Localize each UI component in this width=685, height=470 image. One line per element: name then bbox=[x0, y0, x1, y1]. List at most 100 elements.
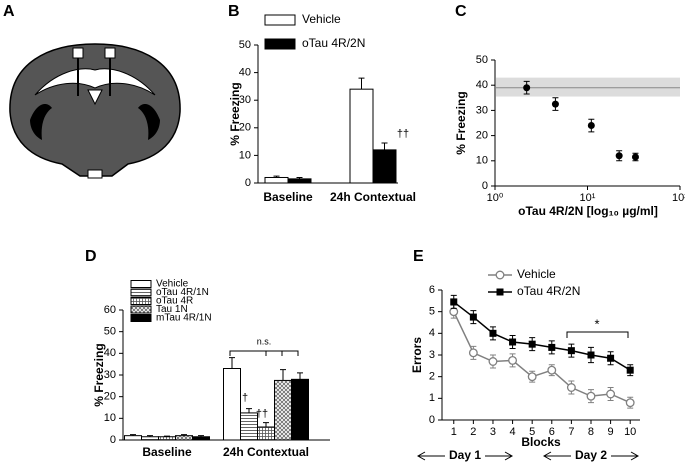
marker bbox=[508, 355, 518, 365]
y-axis-label: % Freezing bbox=[92, 343, 106, 406]
x-tick-label: 2 bbox=[470, 426, 476, 438]
legend-swatch bbox=[130, 314, 152, 322]
legend-label: Vehicle bbox=[517, 267, 556, 281]
legend-label: Vehicle bbox=[302, 12, 341, 26]
panel-letter: C bbox=[455, 3, 467, 20]
legend-marker bbox=[496, 288, 504, 296]
legend-swatch bbox=[130, 305, 152, 314]
marker bbox=[449, 307, 459, 317]
data-point bbox=[631, 153, 639, 161]
y-axis-label: % Freezing bbox=[454, 91, 468, 154]
marker bbox=[567, 347, 575, 355]
legend-swatch bbox=[130, 297, 152, 305]
annotation: * bbox=[594, 316, 599, 331]
annotation: †† bbox=[397, 128, 409, 140]
marker bbox=[547, 365, 557, 375]
y-tick-label: 40 bbox=[239, 67, 251, 79]
bar bbox=[264, 176, 289, 184]
legend-swatch bbox=[130, 288, 152, 297]
y-tick-label: 50 bbox=[476, 54, 488, 66]
y-tick-label: 10 bbox=[476, 155, 488, 167]
marker bbox=[528, 340, 536, 348]
panel-letter: A bbox=[3, 3, 15, 20]
y-tick-label: 0 bbox=[110, 434, 116, 446]
y-tick-label: 2 bbox=[429, 371, 435, 383]
x-tick-label: Baseline bbox=[142, 445, 192, 459]
y-tick-label: 40 bbox=[104, 347, 116, 359]
bar bbox=[175, 435, 193, 441]
legend-marker bbox=[495, 270, 505, 280]
legend-swatch bbox=[264, 14, 296, 26]
marker bbox=[489, 329, 497, 337]
significance-bracket bbox=[566, 331, 629, 338]
marker bbox=[566, 383, 576, 392]
day-arrow bbox=[416, 451, 514, 461]
marker bbox=[586, 391, 596, 401]
x-tick-label: 10⁰ bbox=[487, 192, 504, 204]
marker bbox=[450, 298, 458, 306]
y-tick-label: 3 bbox=[429, 349, 435, 361]
y-axis-label: Errors bbox=[410, 337, 424, 373]
x-tick-label: 5 bbox=[529, 426, 535, 438]
y-tick-label: 30 bbox=[476, 104, 488, 116]
legend-label: mTau 4R/1N bbox=[156, 313, 212, 324]
marker bbox=[626, 366, 634, 374]
legend-swatch bbox=[264, 38, 296, 50]
panel-letter: B bbox=[228, 3, 240, 20]
y-axis-label: % Freezing bbox=[228, 82, 242, 145]
marker bbox=[468, 348, 478, 358]
legend-label: oTau 4R/1N bbox=[156, 287, 209, 298]
bar bbox=[158, 436, 176, 441]
bar bbox=[274, 379, 292, 441]
annotation: n.s. bbox=[257, 336, 272, 346]
data-point bbox=[587, 122, 595, 130]
brain-diagram: A bbox=[3, 3, 181, 179]
legend-label: oTau 4R/2N bbox=[517, 284, 580, 298]
marker bbox=[548, 343, 556, 351]
y-tick-label: 40 bbox=[476, 79, 488, 91]
marker bbox=[587, 351, 595, 359]
bar bbox=[372, 149, 397, 184]
legend-label: Tau 1N bbox=[156, 304, 188, 315]
series-line bbox=[453, 311, 631, 404]
data-point bbox=[551, 100, 559, 108]
y-tick-label: 30 bbox=[104, 369, 116, 381]
x-tick-label: 1 bbox=[451, 426, 457, 438]
y-tick-label: 30 bbox=[239, 94, 251, 106]
y-tick-label: 20 bbox=[104, 391, 116, 403]
marker bbox=[606, 389, 616, 399]
x-tick-label: 10¹ bbox=[580, 192, 596, 204]
bar bbox=[349, 88, 374, 184]
annotation: † bbox=[242, 392, 248, 404]
x-axis-label: Blocks bbox=[521, 435, 561, 449]
ventricle bbox=[30, 104, 52, 140]
marker bbox=[469, 313, 477, 321]
day-arrow bbox=[542, 451, 640, 461]
bar bbox=[291, 378, 309, 441]
day-label: Day 2 bbox=[575, 448, 607, 462]
data-point bbox=[523, 84, 531, 92]
y-tick-label: 0 bbox=[429, 414, 435, 426]
x-tick-label: 24h Contextual bbox=[330, 190, 416, 204]
y-tick-label: 60 bbox=[104, 304, 116, 316]
reference-band bbox=[496, 77, 680, 97]
y-tick-label: 0 bbox=[245, 177, 251, 189]
x-tick-label: 4 bbox=[510, 426, 516, 438]
marker bbox=[527, 372, 537, 382]
y-tick-label: 1 bbox=[429, 392, 435, 404]
y-tick-label: 50 bbox=[239, 39, 251, 51]
series-line bbox=[453, 301, 631, 371]
y-tick-label: 4 bbox=[429, 327, 435, 339]
legend-label: Vehicle bbox=[156, 279, 189, 290]
x-tick-label: 10 bbox=[624, 426, 636, 438]
x-tick-label: 3 bbox=[490, 426, 496, 438]
brainstem bbox=[87, 169, 103, 179]
panel-letter: D bbox=[85, 248, 97, 265]
y-tick-label: 10 bbox=[104, 412, 116, 424]
x-tick-label: Baseline bbox=[263, 190, 313, 204]
legend-label: oTau 4R bbox=[156, 296, 193, 307]
cannula-cap bbox=[104, 47, 116, 59]
marker bbox=[607, 354, 615, 362]
y-tick-label: 0 bbox=[482, 180, 488, 192]
